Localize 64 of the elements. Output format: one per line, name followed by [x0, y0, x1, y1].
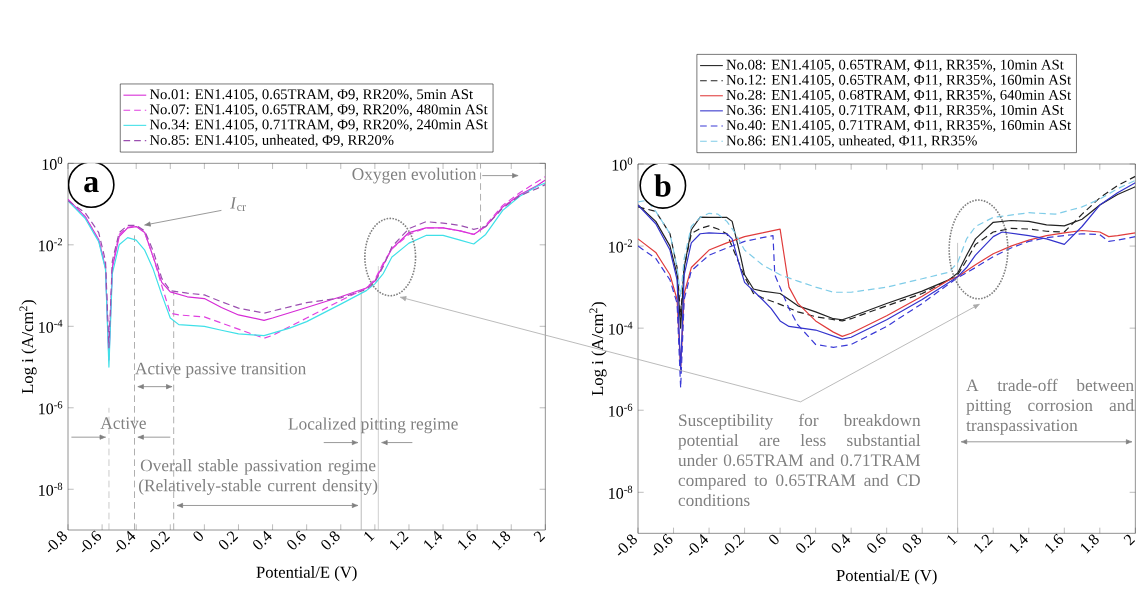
x-tick-label: -0.8 [47, 531, 67, 553]
legend-label: No.86: EN1.4105, unheated, Φ11, RR35% [726, 135, 977, 148]
annotation: Overall stable passivation regime (Relatively-stable current density) [138, 459, 378, 495]
x-tick-label: 0.2 [796, 534, 816, 553]
y-tick-label: 10$^{-2}$ [609, 239, 633, 253]
x-tick-label: 1 [947, 535, 958, 546]
x-tick-label: -0.8 [617, 534, 637, 556]
x-tick-label: 1.8 [492, 531, 511, 551]
annotation: Oxygen evolution [352, 167, 477, 184]
x-tick-label: 1.2 [389, 531, 409, 551]
x-tick-label: -0.4 [115, 530, 136, 553]
annotation: Susceptibility for breakdown potential are less substantial under 0.65TRAM and 0.71TRAM compared to 0.65TRAM and CD conditions [678, 413, 921, 507]
x-tick-label: 1.6 [458, 530, 477, 551]
legend-label: No.40: EN1.4105, 0.71TRAM, Φ11, RR35%, 160min ASt [726, 120, 1072, 133]
y-tick-label: 10$^{-8}$ [39, 482, 63, 496]
x-tick-label: -0.6 [81, 530, 102, 553]
legend-label: No.08: EN1.4105, 0.65TRAM, Φ11, RR35%, 10min ASt [726, 59, 1064, 72]
x-tick-label: 2 [1123, 534, 1136, 546]
y-tick-label: 10$^{-8}$ [609, 485, 633, 499]
y-tick-label: 10$^{-4}$ [39, 319, 63, 333]
x-tick-label: 0.8 [902, 534, 922, 553]
x-tick-label: 0.4 [253, 530, 272, 550]
legend-label: No.28: EN1.4105, 0.68TRAM, Φ11, RR35%, 640min ASt [726, 89, 1072, 102]
x-tick-label: 0.8 [321, 531, 340, 550]
x-tick-label: -0.2 [724, 534, 745, 556]
x-tick-label: 1.4 [424, 530, 443, 551]
y-axis-title: Log i (A/cm$^{2}$) [589, 302, 607, 396]
annotation: I$_{cr}$ [230, 197, 246, 212]
x-tick-label: 1.8 [1080, 534, 1099, 554]
x-tick-label: 0.2 [219, 531, 239, 550]
x-tick-label: 0.6 [867, 533, 886, 553]
x-tick-label: -0.2 [150, 531, 170, 553]
legend-label: No.07: EN1.4105, 0.65TRAM, Φ9, RR20%, 480min ASt [149, 104, 488, 117]
y-tick-label: 10$^{-6}$ [39, 401, 63, 415]
annotation: Localized pitting regime [288, 417, 458, 434]
legend-label: No.85: EN1.4105, unheated, Φ9, RR20% [149, 134, 394, 147]
legend-label: No.12: EN1.4105, 0.65TRAM, Φ11, RR35%, 160min ASt [726, 74, 1072, 87]
legend-label: No.34: EN1.4105, 0.71TRAM, Φ9, RR20%, 240min ASt [149, 119, 488, 132]
annotation: Active [100, 417, 146, 429]
x-tick-label: 1.6 [1045, 533, 1064, 554]
x-tick-label: 1.2 [974, 534, 993, 554]
legend-label: No.01: EN1.4105, 0.65TRAM, Φ9, RR20%, 5min ASt [149, 89, 473, 102]
x-tick-label: 2 [533, 531, 546, 543]
x-tick-label: 0.6 [287, 530, 306, 550]
annotation: b [654, 174, 671, 197]
y-axis-title: Log i (A/cm$^{2}$) [19, 300, 37, 394]
x-axis-title: Potential/E (V) [836, 569, 937, 585]
legend-label: No.36: EN1.4105, 0.71TRAM, Φ11, RR35%, 10min ASt [726, 104, 1064, 117]
x-tick-label: 0.4 [831, 534, 851, 553]
x-tick-label: 0 [769, 534, 779, 545]
x-axis-title: Potential/E (V) [256, 566, 357, 582]
annotation: a [84, 176, 99, 193]
y-tick-label: 10$^{0}$ [42, 156, 63, 170]
annotation: A trade-off between pitting corrosion and transpassivation [966, 378, 1134, 435]
y-tick-label: 10$^{-6}$ [609, 403, 633, 417]
x-tick-label: 1 [364, 531, 375, 542]
y-tick-label: 10$^{-4}$ [609, 321, 633, 335]
x-tick-label: 1.4 [1009, 534, 1028, 554]
x-tick-label: -0.6 [653, 533, 673, 556]
x-tick-label: 0 [193, 531, 203, 541]
y-tick-label: 10$^{-2}$ [39, 238, 63, 252]
x-tick-label: -0.4 [688, 534, 709, 556]
annotation: Active passive transition [135, 362, 307, 378]
y-tick-label: 10$^{0}$ [612, 157, 633, 171]
